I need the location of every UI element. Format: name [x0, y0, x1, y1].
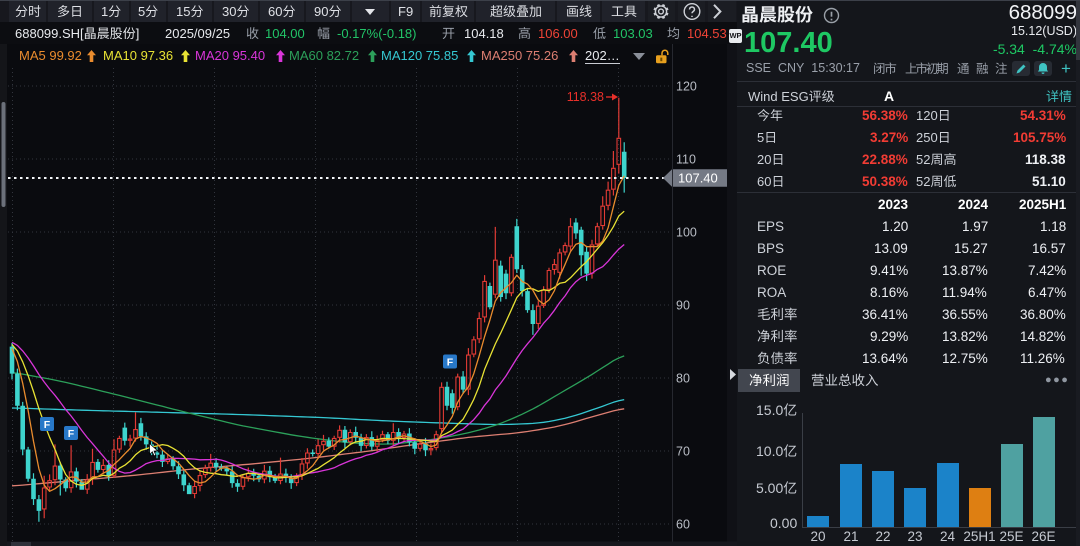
svg-text:14.82%: 14.82% — [1020, 329, 1066, 344]
svg-text:60: 60 — [268, 4, 282, 19]
svg-text:-0.17%(-0.18): -0.17%(-0.18) — [337, 26, 416, 41]
svg-text:688099.SH[: 688099.SH[ — [15, 26, 84, 41]
svg-text:7.42%: 7.42% — [1028, 263, 1066, 278]
svg-text:1.20: 1.20 — [882, 219, 908, 234]
svg-text:5.00: 5.00 — [756, 480, 783, 496]
svg-text:2025H1: 2025H1 — [1019, 197, 1067, 212]
svg-text:9.29%: 9.29% — [870, 329, 908, 344]
svg-text:52: 52 — [916, 174, 930, 189]
svg-text:9.41%: 9.41% — [870, 263, 908, 278]
svg-text:F9: F9 — [398, 4, 413, 19]
svg-text:BPS: BPS — [757, 241, 784, 256]
svg-text:104.00: 104.00 — [265, 26, 305, 41]
svg-text:13.64%: 13.64% — [862, 351, 908, 366]
svg-text:10.0: 10.0 — [756, 443, 783, 459]
svg-text:15: 15 — [176, 4, 190, 19]
svg-text:120: 120 — [676, 79, 697, 93]
svg-text:F: F — [447, 356, 454, 368]
svg-text:ROA: ROA — [757, 285, 786, 300]
svg-text:104.53: 104.53 — [687, 26, 727, 41]
svg-text:2023: 2023 — [878, 197, 909, 212]
svg-text:70: 70 — [676, 444, 690, 458]
svg-text:110: 110 — [676, 152, 696, 166]
svg-text:54.31%: 54.31% — [1020, 108, 1066, 123]
svg-text:F: F — [68, 428, 75, 440]
svg-text:13.09: 13.09 — [874, 241, 908, 256]
svg-text:52: 52 — [916, 152, 930, 167]
svg-text:2024: 2024 — [958, 197, 989, 212]
svg-text:EPS: EPS — [757, 219, 784, 234]
svg-text:51.10: 51.10 — [1032, 174, 1066, 189]
svg-text:60: 60 — [757, 174, 771, 189]
svg-text:13.87%: 13.87% — [942, 263, 988, 278]
svg-text:104.18: 104.18 — [464, 26, 504, 41]
svg-text:16.57: 16.57 — [1032, 241, 1066, 256]
svg-text:11.94%: 11.94% — [942, 285, 987, 300]
svg-text:60: 60 — [676, 517, 690, 531]
svg-text:15.0: 15.0 — [756, 402, 783, 418]
svg-text:120: 120 — [916, 108, 938, 123]
svg-text:106.00: 106.00 — [538, 26, 578, 41]
svg-text:118.38: 118.38 — [567, 90, 604, 104]
svg-text:12.75%: 12.75% — [942, 351, 988, 366]
svg-text:22.88%: 22.88% — [862, 152, 908, 167]
svg-text:F: F — [44, 419, 51, 431]
svg-text:5: 5 — [757, 130, 764, 145]
svg-text:2025/09/25: 2025/09/25 — [165, 26, 230, 41]
svg-text:50.38%: 50.38% — [862, 174, 908, 189]
svg-text:107.40: 107.40 — [678, 171, 718, 186]
svg-text:103.03: 103.03 — [613, 26, 653, 41]
svg-text:20: 20 — [757, 152, 771, 167]
svg-text:1.97: 1.97 — [962, 219, 988, 234]
svg-text:90: 90 — [314, 4, 328, 19]
svg-text:15.27: 15.27 — [954, 241, 988, 256]
svg-text:118.38: 118.38 — [1025, 152, 1066, 167]
svg-text:3.27%: 3.27% — [870, 130, 908, 145]
svg-text:11.26%: 11.26% — [1020, 351, 1065, 366]
svg-text:36.41%: 36.41% — [862, 307, 908, 322]
svg-text:36.80%: 36.80% — [1020, 307, 1066, 322]
svg-text:105.75%: 105.75% — [1013, 130, 1066, 145]
svg-text:5: 5 — [138, 4, 145, 19]
svg-text:]: ] — [136, 26, 140, 41]
svg-text:0.00: 0.00 — [770, 515, 797, 531]
svg-text:36.55%: 36.55% — [942, 307, 988, 322]
svg-text:56.38%: 56.38% — [862, 108, 908, 123]
svg-text:80: 80 — [676, 371, 690, 385]
svg-text:Wind ESG: Wind ESG — [748, 89, 809, 104]
svg-text:100: 100 — [676, 225, 697, 239]
svg-text:90: 90 — [676, 298, 690, 312]
svg-text:250: 250 — [916, 130, 938, 145]
svg-text:6.47%: 6.47% — [1028, 285, 1066, 300]
svg-text:1.18: 1.18 — [1040, 219, 1066, 234]
svg-text:13.82%: 13.82% — [942, 329, 988, 344]
svg-text:ROE: ROE — [757, 263, 786, 278]
svg-text:8.16%: 8.16% — [870, 285, 908, 300]
svg-text:30: 30 — [222, 4, 236, 19]
svg-text:1: 1 — [101, 4, 108, 19]
